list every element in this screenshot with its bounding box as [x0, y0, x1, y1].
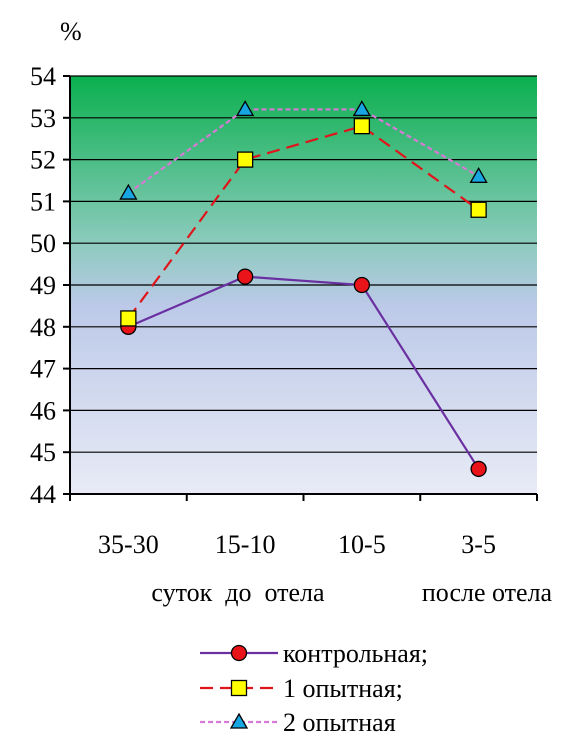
- x-tick-label: 10-5: [338, 530, 386, 559]
- x-tick-label: 3-5: [461, 530, 496, 559]
- x-tick-label: 35-30: [98, 530, 159, 559]
- data-point: [236, 151, 254, 168]
- legend-marker: [230, 679, 248, 697]
- group-label-after: после отела: [422, 578, 553, 607]
- data-point: [470, 201, 487, 218]
- y-tick-label: 44: [30, 480, 56, 509]
- series-3: [119, 100, 488, 200]
- y-tick-label: 54: [30, 62, 56, 91]
- y-tick-label: 53: [30, 104, 56, 133]
- data-point: [353, 276, 371, 294]
- y-tick-label: 46: [30, 396, 56, 425]
- group-label-before: суток до отела: [151, 578, 325, 607]
- y-tick-label: 52: [30, 146, 56, 175]
- x-tick-label: 15-10: [215, 530, 276, 559]
- data-point: [469, 167, 488, 183]
- y-tick-labels: 54 53 52 51 50 49 48 47 46 45 44: [30, 62, 56, 509]
- x-tick-labels: 35-30 15-10 10-5 3-5: [98, 530, 496, 559]
- series-2: [120, 118, 487, 327]
- legend-marker: [230, 644, 248, 662]
- data-point: [236, 268, 254, 285]
- legend-label: контрольная;: [283, 639, 428, 668]
- y-tick-label: 48: [30, 313, 56, 342]
- legend: контрольная; 1 опытная; 2 опытная: [200, 639, 428, 737]
- y-tick-label: 51: [30, 187, 56, 216]
- y-axis-unit-label: %: [60, 17, 82, 46]
- data-point: [120, 310, 137, 327]
- gridlines: [70, 75, 537, 453]
- axes: [63, 75, 538, 501]
- y-tick-label: 49: [30, 271, 56, 300]
- y-tick-label: 47: [30, 355, 56, 384]
- y-tick-label: 45: [30, 438, 56, 467]
- series-layer: [119, 100, 488, 478]
- data-point: [353, 118, 371, 135]
- series-line: [127, 108, 480, 194]
- y-tick-label: 50: [30, 229, 56, 258]
- data-point: [236, 100, 255, 117]
- series-line: [127, 124, 480, 320]
- legend-marker: [229, 712, 249, 729]
- data-point: [352, 100, 371, 117]
- data-point: [119, 183, 138, 200]
- data-point: [470, 460, 487, 478]
- series-line: [127, 275, 480, 470]
- legend-label: 2 опытная: [283, 708, 396, 737]
- legend-label: 1 опытная;: [283, 674, 403, 703]
